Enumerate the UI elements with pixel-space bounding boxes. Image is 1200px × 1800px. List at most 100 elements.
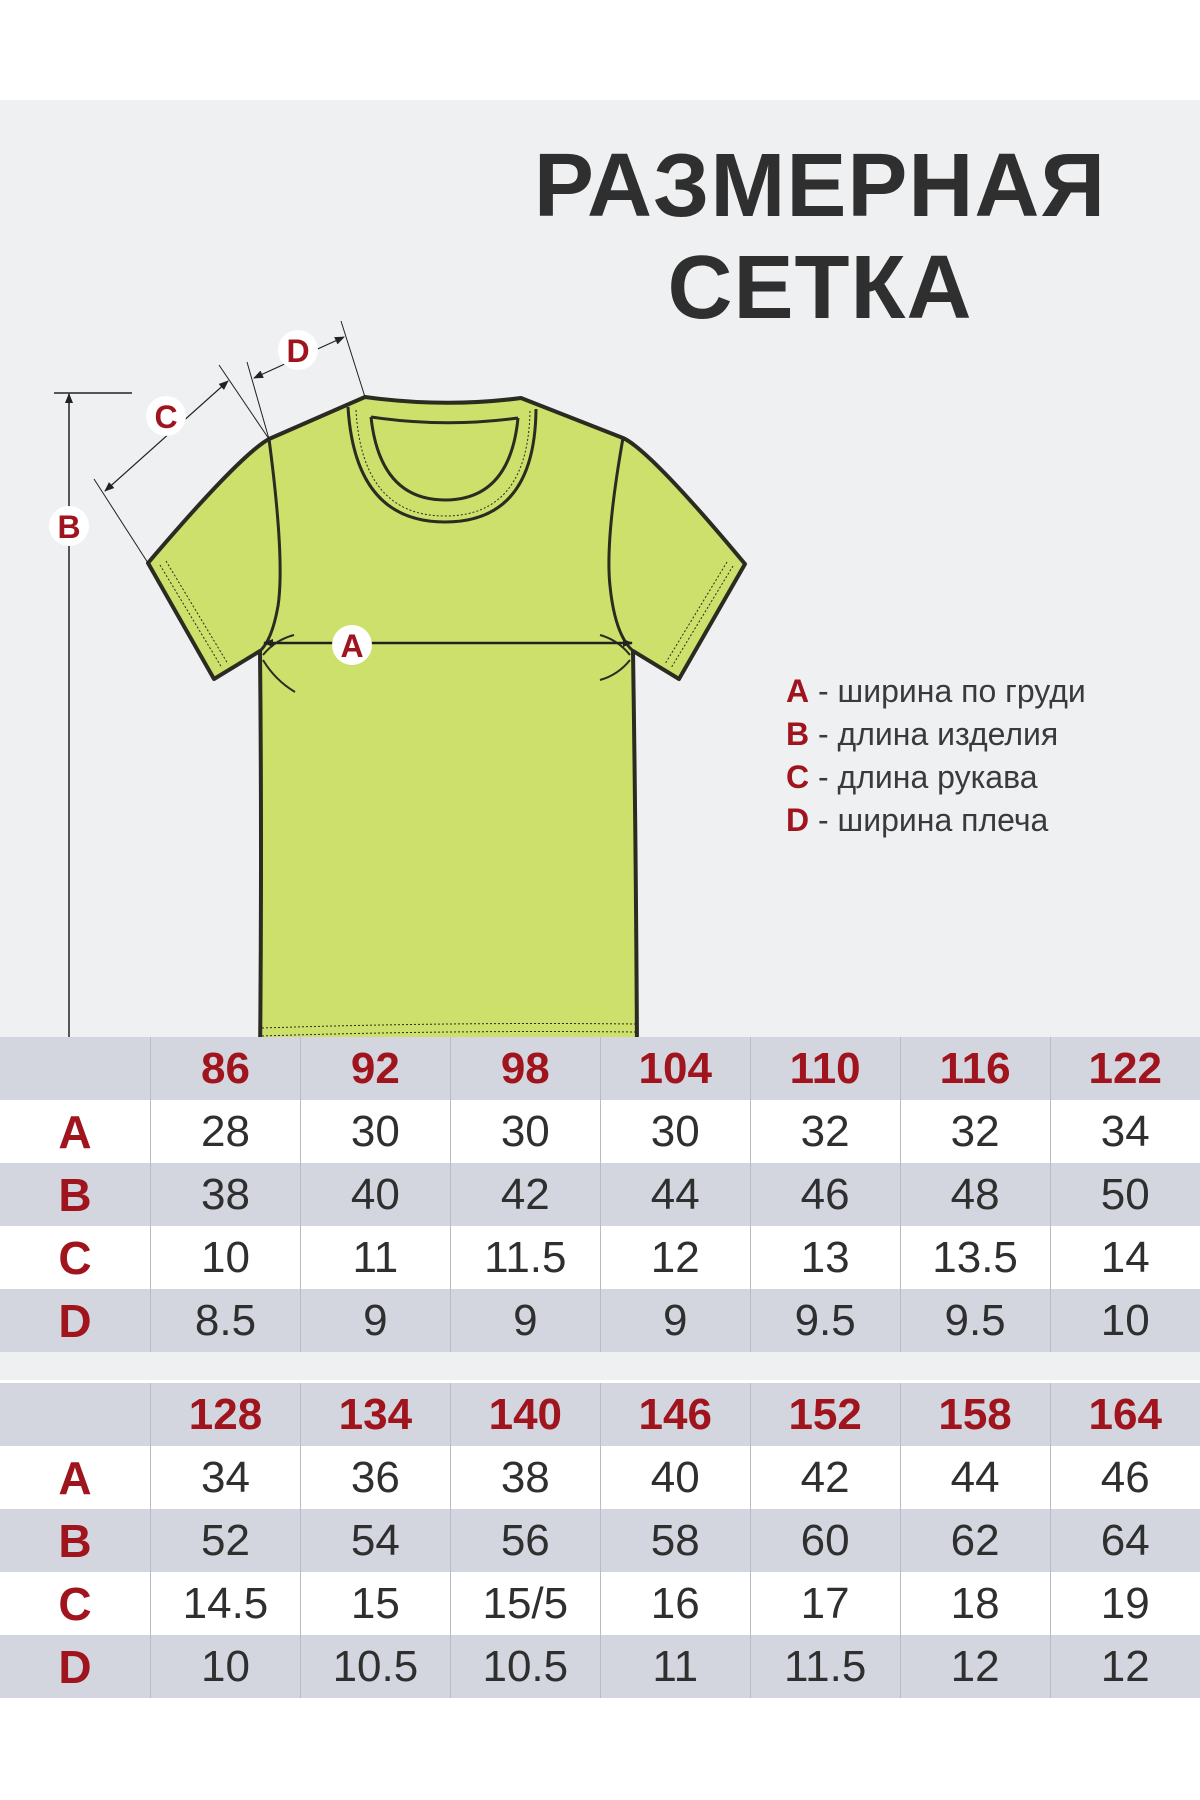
table-row: A 28 30 30 30 32 32 34: [0, 1100, 1200, 1163]
table-row: C 14.5 15 15/5 16 17 18 19: [0, 1572, 1200, 1635]
table-row: B 52 54 56 58 60 62 64: [0, 1509, 1200, 1572]
size-header: 158: [899, 1383, 1051, 1446]
table-cell: 58: [599, 1509, 751, 1572]
table-cell: 10.5: [299, 1635, 451, 1698]
table-cell: 62: [899, 1509, 1051, 1572]
size-header: 122: [1049, 1037, 1200, 1100]
size-header: 110: [749, 1037, 901, 1100]
table-cell: 44: [899, 1446, 1051, 1509]
table-cell: 46: [749, 1163, 901, 1226]
row-label: D: [0, 1635, 151, 1698]
table-cell: 30: [449, 1100, 601, 1163]
table-row: D 8.5 9 9 9 9.5 9.5 10: [0, 1289, 1200, 1352]
tshirt-shape: [146, 395, 747, 1064]
row-label: C: [0, 1226, 151, 1289]
size-header-row: 86 92 98 104 110 116 122: [0, 1037, 1200, 1100]
table-cell: 10: [1049, 1289, 1200, 1352]
table-cell: 12: [1049, 1635, 1200, 1698]
table-cell: 11: [599, 1635, 751, 1698]
label-c: C: [154, 399, 177, 435]
table-row: D 10 10.5 10.5 11 11.5 12 12: [0, 1635, 1200, 1698]
legend-item: C - длина рукава: [786, 759, 1038, 795]
size-header: 164: [1049, 1383, 1200, 1446]
table-cell: 15: [299, 1572, 451, 1635]
table-cell: 38: [449, 1446, 601, 1509]
label-a: A: [340, 628, 363, 664]
table-cell: 44: [599, 1163, 751, 1226]
table-cell: 34: [1049, 1100, 1200, 1163]
table-cell: 12: [899, 1635, 1051, 1698]
table-cell: 60: [749, 1509, 901, 1572]
table-cell: 40: [599, 1446, 751, 1509]
table-cell: 50: [1049, 1163, 1200, 1226]
table-row: C 10 11 11.5 12 13 13.5 14: [0, 1226, 1200, 1289]
table-cell: 14.5: [150, 1572, 301, 1635]
corner-cell: [0, 1383, 151, 1446]
measure-d: D: [246, 320, 366, 440]
table-cell: 34: [150, 1446, 301, 1509]
table-cell: 10: [150, 1635, 301, 1698]
table-cell: 42: [449, 1163, 601, 1226]
title-line-2: СЕТКА: [667, 238, 973, 338]
table-cell: 10.5: [449, 1635, 601, 1698]
table-cell: 36: [299, 1446, 451, 1509]
table-cell: 8.5: [150, 1289, 301, 1352]
table-cell: 12: [599, 1226, 751, 1289]
row-label: C: [0, 1572, 151, 1635]
table-cell: 56: [449, 1509, 601, 1572]
label-b: B: [57, 509, 80, 545]
table-cell: 19: [1049, 1572, 1200, 1635]
table-cell: 14: [1049, 1226, 1200, 1289]
table-cell: 48: [899, 1163, 1051, 1226]
size-header: 140: [449, 1383, 601, 1446]
table-cell: 54: [299, 1509, 451, 1572]
measure-c: C: [93, 364, 270, 564]
table-cell: 64: [1049, 1509, 1200, 1572]
size-header: 128: [150, 1383, 301, 1446]
tshirt-diagram: B A C D: [49, 320, 747, 1069]
size-header: 104: [599, 1037, 751, 1100]
row-label: D: [0, 1289, 151, 1352]
table-cell: 52: [150, 1509, 301, 1572]
table-cell: 9: [449, 1289, 601, 1352]
measure-b: B: [49, 392, 132, 1069]
table-cell: 13.5: [899, 1226, 1051, 1289]
size-header: 134: [299, 1383, 451, 1446]
table-row: B 38 40 42 44 46 48 50: [0, 1163, 1200, 1226]
corner-cell: [0, 1037, 151, 1100]
label-d: D: [286, 333, 309, 369]
legend-item: D - ширина плеча: [786, 802, 1049, 838]
table-cell: 30: [599, 1100, 751, 1163]
table-cell: 9: [299, 1289, 451, 1352]
table-cell: 11.5: [749, 1635, 901, 1698]
table-row: A 34 36 38 40 42 44 46: [0, 1446, 1200, 1509]
table-cell: 9: [599, 1289, 751, 1352]
table-cell: 46: [1049, 1446, 1200, 1509]
size-header: 92: [299, 1037, 451, 1100]
table-cell: 11.5: [449, 1226, 601, 1289]
row-label: B: [0, 1509, 151, 1572]
page-title: РАЗМЕРНАЯ СЕТКА: [500, 135, 1140, 339]
table-cell: 10: [150, 1226, 301, 1289]
legend-item: A - ширина по груди: [786, 673, 1086, 709]
table-cell: 42: [749, 1446, 901, 1509]
title-line-1: РАЗМЕРНАЯ: [533, 136, 1107, 236]
row-label: A: [0, 1446, 151, 1509]
table-cell: 17: [749, 1572, 901, 1635]
size-header: 152: [749, 1383, 901, 1446]
table-cell: 13: [749, 1226, 901, 1289]
table-cell: 15/5: [449, 1572, 601, 1635]
size-table-1: 86 92 98 104 110 116 122 A 28 30 30 30 32 32 34 B 38 40 42…: [0, 1037, 1200, 1352]
row-label: A: [0, 1100, 151, 1163]
table-cell: 40: [299, 1163, 451, 1226]
size-header: 86: [150, 1037, 301, 1100]
legend-item: B - длина изделия: [786, 716, 1059, 752]
table-cell: 32: [899, 1100, 1051, 1163]
size-table-2: 128 134 140 146 152 158 164 A 34 36 38 40 42 44 46 B 52 5…: [0, 1383, 1200, 1698]
table-cell: 9.5: [899, 1289, 1051, 1352]
table-cell: 18: [899, 1572, 1051, 1635]
measurement-legend: A - ширина по груди B - длина изделия C …: [786, 670, 1086, 842]
size-header: 116: [899, 1037, 1051, 1100]
table-cell: 28: [150, 1100, 301, 1163]
measure-a: A: [263, 625, 633, 665]
